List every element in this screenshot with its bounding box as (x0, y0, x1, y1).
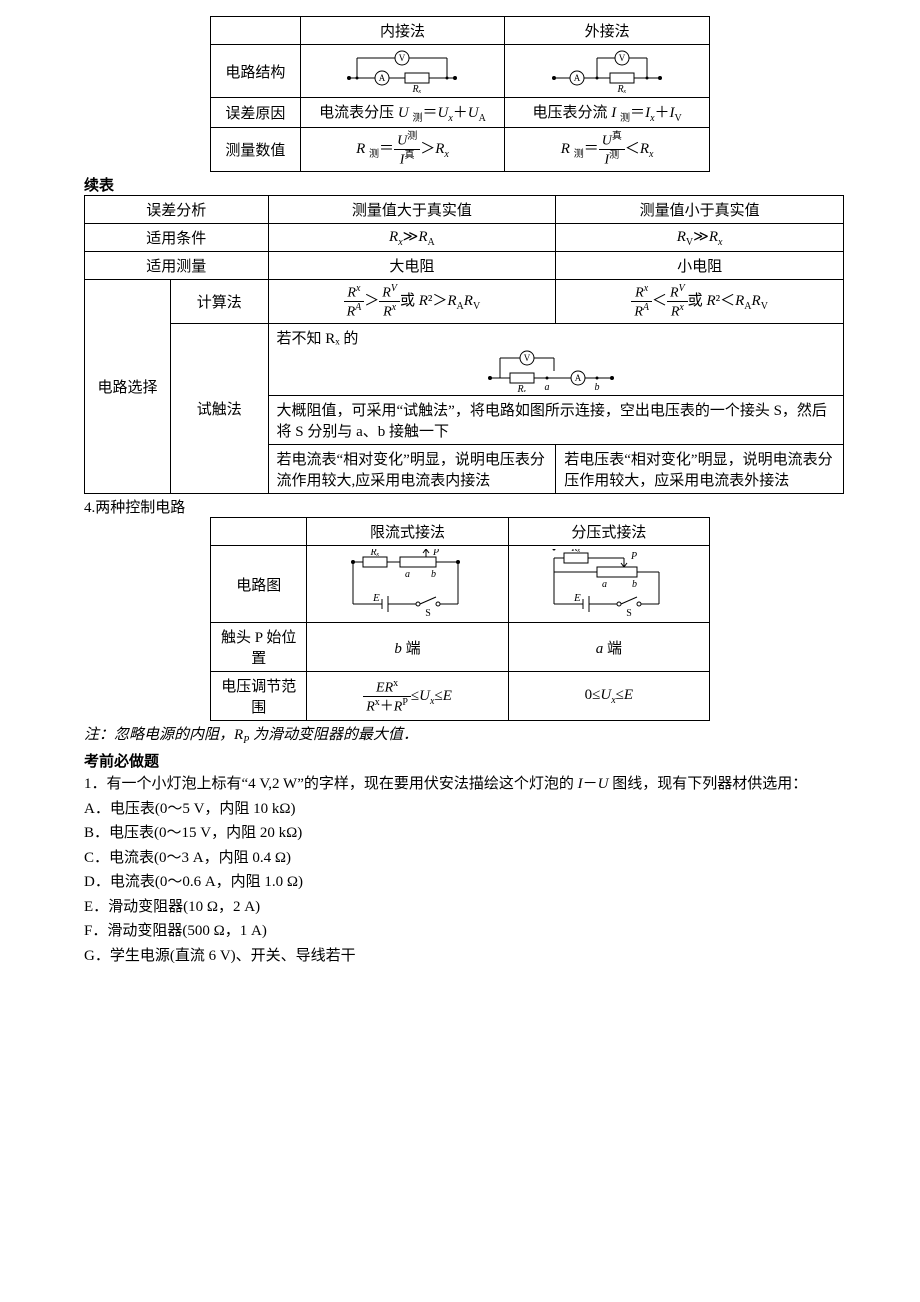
svg-text:Rₓ: Rₓ (412, 84, 422, 94)
q1-B: B．电压表(0～15 V，内阻 20 kΩ) (84, 822, 836, 845)
svg-text:a: a (405, 569, 410, 580)
svg-text:S: S (626, 608, 632, 619)
svg-text:b: b (431, 569, 436, 580)
row-label-measure: 适用测量 (85, 252, 269, 280)
svg-text:a: a (602, 579, 607, 590)
row-label-value: 测量数值 (211, 128, 301, 172)
svg-text:b: b (594, 382, 599, 392)
q1-A: A．电压表(0～5 V，内阻 10 kΩ) (84, 798, 836, 821)
svg-text:V: V (524, 353, 531, 363)
svg-text:A: A (574, 73, 581, 83)
row-label-error: 误差原因 (211, 98, 301, 128)
svg-text:b: b (632, 579, 637, 590)
trial-c2: 若电压表“相对变化”明显，说明电流表分压作用较大，应采用电流表外接法 (556, 445, 844, 494)
condition-c1: Rx≫RA (268, 224, 556, 252)
diagram-ammeter-out: V A Rₓ (505, 45, 710, 98)
row-label-p-start: 触头 P 始位置 (211, 623, 307, 672)
svg-text:a: a (544, 382, 549, 392)
range-c2: 0≤Ux≤E (508, 672, 709, 721)
q1-D: D．电流表(0～0.6 A，内阻 1.0 Ω) (84, 871, 836, 894)
row-label-select: 电路选择 (85, 280, 171, 494)
table-control-circuits: 限流式接法 分压式接法 电路图 Rₓ P a b (210, 517, 710, 721)
value-outer: R 测＝U真I测＜Rx (505, 128, 710, 172)
q1-intro: 1．有一个小灯泡上标有“4 V,2 W”的字样，现在要用伏安法描绘这个灯泡的 I… (84, 773, 836, 796)
range-c1: ERxRx＋RP≤Ux≤E (307, 672, 508, 721)
section-4-heading: 4.两种控制电路 (84, 496, 896, 517)
svg-text:Rₓ: Rₓ (516, 384, 526, 392)
svg-text:S: S (425, 608, 431, 619)
col-header-limit: 限流式接法 (307, 518, 508, 546)
calc-c1: RxRA＞RVRx或 R²＞RARV (268, 280, 556, 324)
diagram-current-limit: Rₓ P a b E (307, 546, 508, 623)
analysis-c1: 测量值大于真实值 (268, 196, 556, 224)
value-inner: R 测＝U测I真＞Rx (300, 128, 505, 172)
svg-text:Rₓ: Rₓ (369, 549, 379, 558)
exam-heading: 考前必做题 (84, 750, 896, 771)
diagram-ammeter-in: V A Rₓ (300, 45, 505, 98)
q1-C: C．电流表(0～3 A，内阻 0.4 Ω) (84, 847, 836, 870)
measure-c2: 小电阻 (556, 252, 844, 280)
measure-c1: 大电阻 (268, 252, 556, 280)
analysis-c2: 测量值小于真实值 (556, 196, 844, 224)
p-start-c1: b 端 (307, 623, 508, 672)
trial-top-text: 若不知 Rₓ 的 (277, 327, 837, 348)
row-label-circuit: 电路结构 (211, 45, 301, 98)
trial-desc: 大概阻值，可采用“试触法”，将电路如图所示连接，空出电压表的一个接头 S，然后将… (268, 396, 843, 445)
svg-text:Rₓ: Rₓ (617, 84, 627, 94)
diagram-voltage-div: Rₓ P a b E (508, 546, 709, 623)
q1-E: E．滑动变阻器(10 Ω，2 A) (84, 896, 836, 919)
condition-c2: RV≫Rx (556, 224, 844, 252)
svg-text:E: E (372, 592, 380, 604)
q1-G: G．学生电源(直流 6 V)、开关、导线若干 (84, 945, 836, 968)
note-text: 注：忽略电源的内阻，RP 为滑动变阻器的最大值． (84, 723, 896, 746)
continued-label: 续表 (84, 174, 896, 195)
sub-label-calc: 计算法 (171, 280, 269, 324)
p-start-c2: a 端 (508, 623, 709, 672)
svg-text:V: V (399, 53, 406, 63)
col-header-div: 分压式接法 (508, 518, 709, 546)
error-inner: 电流表分压 U 测＝Ux＋UA (300, 98, 505, 128)
q1-F: F．滑动变阻器(500 Ω，1 A) (84, 920, 836, 943)
svg-text:A: A (575, 373, 582, 383)
row-label-condition: 适用条件 (85, 224, 269, 252)
calc-c2: RxRA＜RVRx或 R²＜RARV (556, 280, 844, 324)
svg-text:P: P (432, 549, 439, 558)
table-continued: 误差分析 测量值大于真实值 测量值小于真实值 适用条件 Rx≫RA RV≫Rx … (84, 195, 844, 494)
svg-text:P: P (630, 551, 637, 562)
row-label-range: 电压调节范围 (211, 672, 307, 721)
error-outer: 电压表分流 I 测＝Ix＋IV (505, 98, 710, 128)
table-methods: 内接法 外接法 电路结构 V A Rₓ (210, 16, 710, 172)
trial-diagram-cell: 若不知 Rₓ 的 V A a b R (268, 324, 843, 396)
sub-label-trial: 试触法 (171, 324, 269, 494)
row-label-diagram: 电路图 (211, 546, 307, 623)
col-header-inner: 内接法 (300, 17, 505, 45)
svg-text:V: V (619, 53, 626, 63)
trial-c1: 若电流表“相对变化”明显，说明电压表分流作用较大,应采用电流表内接法 (268, 445, 556, 494)
svg-text:A: A (379, 73, 386, 83)
row-label-analysis: 误差分析 (85, 196, 269, 224)
svg-text:Rₓ: Rₓ (570, 549, 580, 554)
col-header-outer: 外接法 (505, 17, 710, 45)
svg-text:E: E (573, 592, 581, 604)
